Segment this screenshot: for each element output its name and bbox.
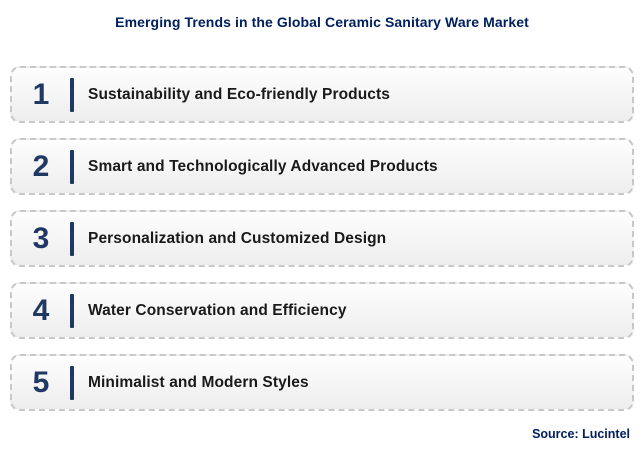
- trend-item-2: 2 Smart and Technologically Advanced Pro…: [10, 138, 634, 195]
- trend-number: 2: [32, 149, 50, 183]
- page-title: Emerging Trends in the Global Ceramic Sa…: [115, 14, 529, 30]
- trend-item-5: 5 Minimalist and Modern Styles: [10, 354, 634, 411]
- trend-number: 3: [32, 221, 50, 255]
- trend-number: 1: [32, 77, 50, 111]
- source-credit: Source: Lucintel: [532, 427, 630, 441]
- trend-item-3: 3 Personalization and Customized Design: [10, 210, 634, 267]
- trend-label: Personalization and Customized Design: [88, 229, 387, 247]
- trend-number: 5: [32, 365, 50, 399]
- trend-label: Minimalist and Modern Styles: [88, 373, 309, 391]
- trend-label: Sustainability and Eco-friendly Products: [88, 85, 390, 103]
- trend-list: 1 Sustainability and Eco-friendly Produc…: [0, 66, 644, 411]
- divider-bar: [70, 221, 74, 256]
- trend-label: Smart and Technologically Advanced Produ…: [88, 157, 438, 175]
- trend-item-1: 1 Sustainability and Eco-friendly Produc…: [10, 66, 634, 123]
- divider-bar: [70, 149, 74, 184]
- trend-label: Water Conservation and Efficiency: [88, 301, 347, 319]
- divider-bar: [70, 293, 74, 328]
- trend-number: 4: [32, 293, 50, 327]
- trend-item-4: 4 Water Conservation and Efficiency: [10, 282, 634, 339]
- divider-bar: [70, 77, 74, 112]
- divider-bar: [70, 365, 74, 400]
